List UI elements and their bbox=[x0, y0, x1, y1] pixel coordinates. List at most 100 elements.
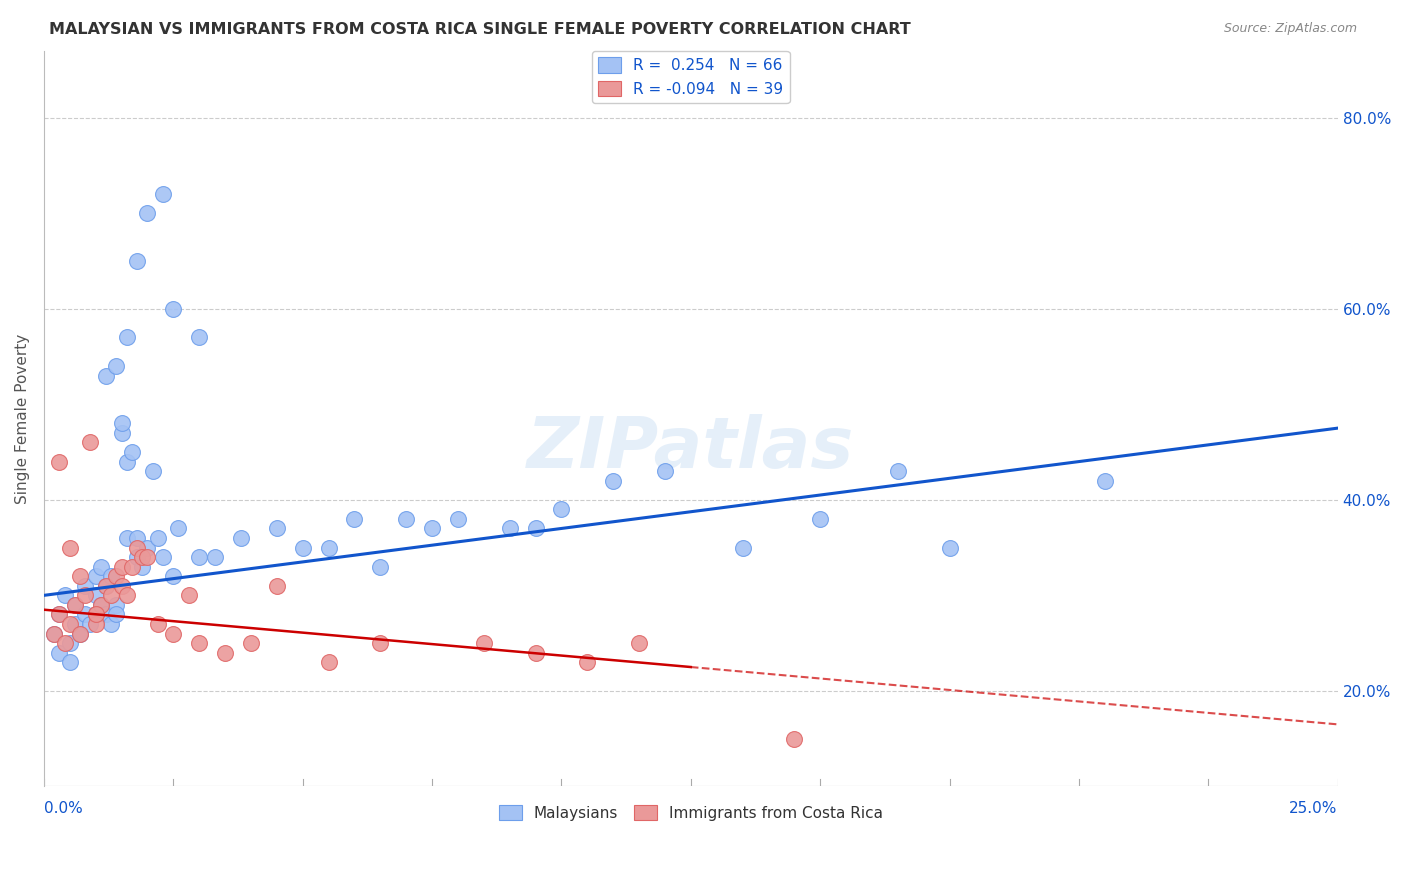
Point bbox=[524, 646, 547, 660]
Point bbox=[110, 579, 132, 593]
Point bbox=[94, 368, 117, 383]
Point bbox=[627, 636, 650, 650]
Point bbox=[53, 636, 76, 650]
Point bbox=[318, 541, 340, 555]
Point bbox=[115, 454, 138, 468]
Point bbox=[48, 454, 70, 468]
Point bbox=[266, 521, 288, 535]
Point bbox=[63, 617, 86, 632]
Point bbox=[59, 617, 82, 632]
Point bbox=[110, 559, 132, 574]
Text: Source: ZipAtlas.com: Source: ZipAtlas.com bbox=[1223, 22, 1357, 36]
Point bbox=[90, 598, 112, 612]
Point bbox=[105, 607, 128, 622]
Point bbox=[59, 636, 82, 650]
Point bbox=[447, 512, 470, 526]
Point bbox=[731, 541, 754, 555]
Point bbox=[602, 474, 624, 488]
Point bbox=[368, 559, 391, 574]
Point bbox=[59, 655, 82, 669]
Legend: Malaysians, Immigrants from Costa Rica: Malaysians, Immigrants from Costa Rica bbox=[492, 798, 889, 827]
Point bbox=[136, 541, 159, 555]
Point bbox=[131, 559, 153, 574]
Point bbox=[125, 253, 148, 268]
Point bbox=[84, 569, 107, 583]
Text: MALAYSIAN VS IMMIGRANTS FROM COSTA RICA SINGLE FEMALE POVERTY CORRELATION CHART: MALAYSIAN VS IMMIGRANTS FROM COSTA RICA … bbox=[49, 22, 911, 37]
Point bbox=[214, 646, 236, 660]
Point bbox=[498, 521, 520, 535]
Point bbox=[63, 598, 86, 612]
Text: 25.0%: 25.0% bbox=[1289, 801, 1337, 816]
Point bbox=[44, 626, 66, 640]
Point bbox=[84, 607, 107, 622]
Point bbox=[90, 598, 112, 612]
Point bbox=[783, 731, 806, 746]
Point bbox=[142, 464, 165, 478]
Point bbox=[100, 569, 122, 583]
Point bbox=[1094, 474, 1116, 488]
Point bbox=[121, 445, 143, 459]
Point bbox=[162, 301, 184, 316]
Point bbox=[84, 607, 107, 622]
Point bbox=[75, 607, 97, 622]
Point bbox=[84, 588, 107, 602]
Point bbox=[576, 655, 599, 669]
Point bbox=[291, 541, 314, 555]
Point bbox=[152, 550, 174, 565]
Point bbox=[420, 521, 443, 535]
Point bbox=[100, 588, 122, 602]
Point bbox=[84, 617, 107, 632]
Point bbox=[125, 550, 148, 565]
Point bbox=[654, 464, 676, 478]
Point bbox=[472, 636, 495, 650]
Point bbox=[204, 550, 226, 565]
Point bbox=[115, 330, 138, 344]
Point bbox=[105, 598, 128, 612]
Point bbox=[69, 626, 91, 640]
Point bbox=[94, 607, 117, 622]
Point bbox=[167, 521, 190, 535]
Point bbox=[110, 425, 132, 440]
Point bbox=[48, 646, 70, 660]
Text: ZIPatlas: ZIPatlas bbox=[527, 414, 855, 483]
Point bbox=[63, 598, 86, 612]
Point bbox=[188, 330, 211, 344]
Point bbox=[188, 550, 211, 565]
Point bbox=[59, 541, 82, 555]
Point bbox=[84, 607, 107, 622]
Point bbox=[94, 579, 117, 593]
Point bbox=[94, 579, 117, 593]
Point bbox=[48, 607, 70, 622]
Point bbox=[75, 588, 97, 602]
Point bbox=[125, 531, 148, 545]
Point bbox=[343, 512, 366, 526]
Point bbox=[79, 617, 101, 632]
Point bbox=[115, 531, 138, 545]
Point bbox=[115, 588, 138, 602]
Point bbox=[48, 607, 70, 622]
Point bbox=[146, 617, 169, 632]
Point bbox=[162, 626, 184, 640]
Point bbox=[125, 541, 148, 555]
Point bbox=[69, 626, 91, 640]
Point bbox=[550, 502, 572, 516]
Point bbox=[524, 521, 547, 535]
Point bbox=[105, 359, 128, 373]
Point bbox=[136, 206, 159, 220]
Point bbox=[395, 512, 418, 526]
Point bbox=[162, 569, 184, 583]
Point bbox=[152, 187, 174, 202]
Point bbox=[105, 569, 128, 583]
Point bbox=[146, 531, 169, 545]
Point bbox=[110, 417, 132, 431]
Point bbox=[229, 531, 252, 545]
Point bbox=[239, 636, 262, 650]
Point bbox=[177, 588, 200, 602]
Y-axis label: Single Female Poverty: Single Female Poverty bbox=[15, 334, 30, 504]
Point bbox=[188, 636, 211, 650]
Point bbox=[938, 541, 960, 555]
Point bbox=[368, 636, 391, 650]
Point bbox=[69, 569, 91, 583]
Text: 0.0%: 0.0% bbox=[44, 801, 83, 816]
Point bbox=[136, 550, 159, 565]
